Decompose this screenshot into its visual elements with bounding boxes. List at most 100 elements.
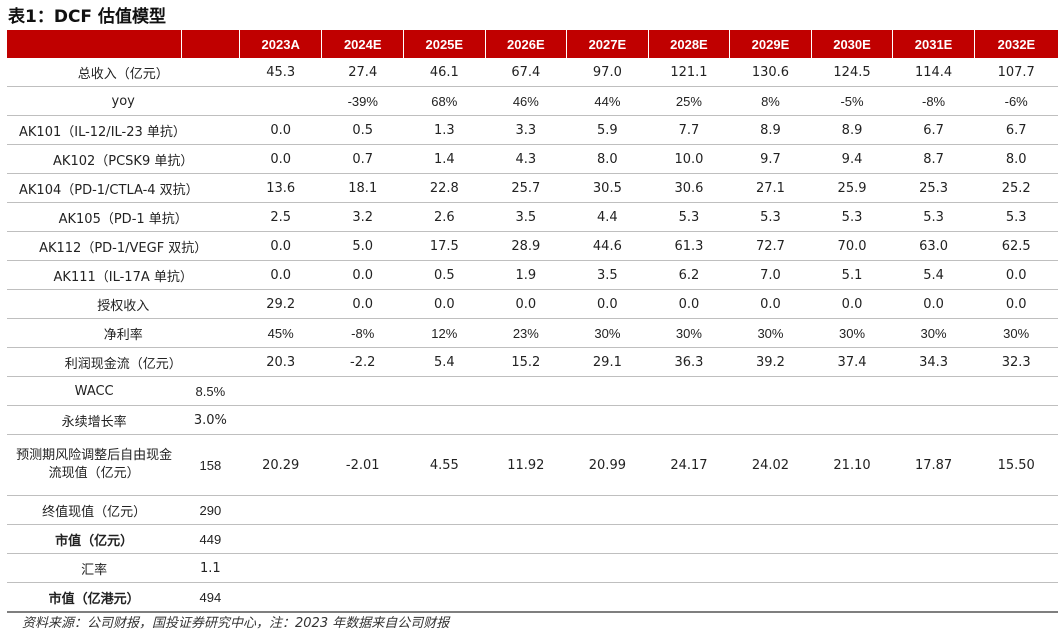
cell: 8.0 [974,144,1058,174]
cell: -39% [321,86,404,116]
cell: 30.6 [648,173,730,203]
cell: 6.7 [974,115,1058,145]
row-label: 总收入（亿元） [7,58,240,87]
cell: 8.0 [566,144,649,174]
row-label: AK111（IL-17A 单抗） [7,260,240,290]
cell: 9.4 [811,144,893,174]
table-row-ak105: AK105（PD-1 单抗） 2.5 3.2 2.6 3.5 4.4 5.3 5… [7,202,1058,232]
row-label: 汇率 [7,553,182,583]
dcf-table: 2023A 2024E 2025E 2026E 2027E 2028E 2029… [7,30,1058,613]
table-row-fx: 汇率 1.1 [7,553,1058,583]
cell: 8.5% [181,376,240,406]
empty-cell [239,524,1058,554]
cell: 15.2 [485,347,567,377]
cell: 27.4 [321,58,404,87]
cell: 39.2 [729,347,812,377]
cell: 36.3 [648,347,730,377]
cell: 10.0 [648,144,730,174]
row-label: AK101（IL-12/IL-23 单抗） [7,115,240,145]
cell: 0.0 [321,260,404,290]
empty-cell [239,553,1058,583]
cell: 121.1 [648,58,730,87]
row-label: 市值（亿港元） [7,582,182,613]
cell: 5.3 [811,202,893,232]
cell: 107.7 [974,58,1058,87]
cell: 0.5 [321,115,404,145]
cell: 1.3 [403,115,486,145]
cell: 0.0 [239,144,322,174]
cell: 2.6 [403,202,486,232]
empty-cell [239,582,1058,613]
cell: 30% [974,318,1058,348]
cell: 34.3 [892,347,975,377]
row-label: yoy [7,86,240,116]
cell: 67.4 [485,58,567,87]
cell: -2.01 [321,434,404,496]
table-row-wacc: WACC 8.5% [7,376,1058,406]
table-row-yoy: yoy -39% 68% 46% 44% 25% 8% -5% -8% -6% [7,86,1058,116]
cell: 5.4 [892,260,975,290]
cell: 0.0 [729,289,812,319]
cell: 30% [566,318,649,348]
table-row-market-cap: 市值（亿元） 449 [7,524,1058,554]
table-row-ak102: AK102（PCSK9 单抗） 0.0 0.7 1.4 4.3 8.0 10.0… [7,144,1058,174]
row-label: 市值（亿元） [7,524,182,554]
cell: 0.0 [892,289,975,319]
cell: 15.50 [974,434,1058,496]
header-year: 2027E [566,30,649,58]
cell: 68% [403,86,486,116]
cell: 28.9 [485,231,567,261]
cell: 30% [648,318,730,348]
table-row-ak104: AK104（PD-1/CTLA-4 双抗） 13.6 18.1 22.8 25.… [7,173,1058,203]
cell: 5.9 [566,115,649,145]
cell: 63.0 [892,231,975,261]
cell: 8.9 [729,115,812,145]
header-year: 2032E [974,30,1058,58]
header-year: 2030E [811,30,894,58]
row-label: AK112（PD-1/VEGF 双抗） [7,231,240,261]
cell: 72.7 [729,231,812,261]
row-label: AK105（PD-1 单抗） [7,202,240,232]
cell: 29.1 [566,347,649,377]
cell: 0.7 [321,144,404,174]
cell: 0.0 [811,289,893,319]
cell: 4.3 [485,144,567,174]
cell: 0.0 [239,115,322,145]
cell: 44.6 [566,231,649,261]
table-row-growth: 永续增长率 3.0% [7,405,1058,435]
table-row-license: 授权收入 29.2 0.0 0.0 0.0 0.0 0.0 0.0 0.0 0.… [7,289,1058,319]
cell: 449 [181,524,240,554]
cell: 30% [892,318,975,348]
cell: 25.9 [811,173,893,203]
cell: 27.1 [729,173,812,203]
cell: 25.2 [974,173,1058,203]
empty-cell [239,405,1058,435]
header-year: 2025E [403,30,486,58]
cell: 3.5 [566,260,649,290]
row-label: AK102（PCSK9 单抗） [7,144,240,174]
cell: 24.17 [648,434,730,496]
row-label: 净利率 [7,318,240,348]
cell: 3.2 [321,202,404,232]
cell: 21.10 [811,434,893,496]
cell: 5.4 [403,347,486,377]
header-year: 2024E [321,30,405,58]
empty-cell [239,495,1058,525]
header-blank [7,30,182,58]
table-row-ak111: AK111（IL-17A 单抗） 0.0 0.0 0.5 1.9 3.5 6.2… [7,260,1058,290]
header-year: 2031E [892,30,975,58]
cell: 6.7 [892,115,975,145]
cell: 8.7 [892,144,975,174]
cell: 5.3 [892,202,975,232]
cell: 45.3 [239,58,322,87]
cell: 124.5 [811,58,893,87]
cell: 3.0% [181,405,240,435]
row-label: 预测期风险调整后自由现金流现值（亿元） [7,434,182,496]
cell: 8.9 [811,115,893,145]
cell: 25% [648,86,730,116]
cell: 9.7 [729,144,812,174]
cell: 1.4 [403,144,486,174]
cell: 130.6 [729,58,812,87]
cell: 20.99 [566,434,649,496]
cell: 2.5 [239,202,322,232]
